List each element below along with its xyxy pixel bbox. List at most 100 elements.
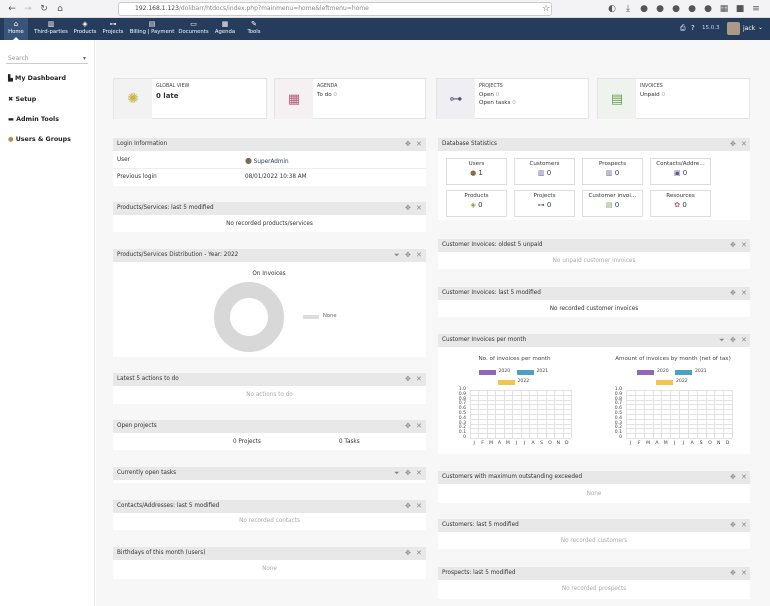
nav-billing[interactable]: ▤ Billing | Payment <box>128 18 176 40</box>
invoices-unpaid[interactable]: Unpaid 0 <box>640 92 665 98</box>
move-icon[interactable]: ✥ <box>730 336 736 344</box>
gridline-v <box>520 390 522 438</box>
close-icon[interactable]: ✕ <box>741 569 747 577</box>
avatar[interactable] <box>727 22 740 35</box>
move-icon[interactable]: ✥ <box>730 241 736 249</box>
chart-invoices-count: No. of invoices per month 2020 2021 2022 1.0… <box>444 354 585 454</box>
agenda-todo-value: 0 <box>333 92 337 98</box>
projects-open-value: 0 <box>495 92 500 98</box>
card-global-view[interactable]: ✺ GLOBAL VIEW 0 late <box>113 78 267 119</box>
gridline-v <box>537 390 539 438</box>
print-icon[interactable]: ⎙ <box>680 24 686 32</box>
nav-tools[interactable]: ✎ Tools <box>243 18 265 40</box>
move-icon[interactable]: ✥ <box>405 140 411 148</box>
close-icon[interactable]: ✕ <box>741 473 747 481</box>
close-icon[interactable]: ✕ <box>416 502 422 510</box>
close-icon[interactable]: ✕ <box>741 289 747 297</box>
projects-open-tasks[interactable]: Open tasks 0 <box>479 100 516 106</box>
back-icon[interactable]: ← <box>8 4 16 14</box>
panel-title: Customers with maximum outstanding excee… <box>438 471 750 484</box>
projects-count: 0 Projects <box>233 439 261 445</box>
close-icon[interactable]: ✕ <box>741 336 747 344</box>
sidebar-item-dashboard[interactable]: ▙ My Dashboard <box>8 75 66 85</box>
y-tick-label: 0.9 <box>614 391 622 397</box>
nav-agenda[interactable]: ▦ Agenda <box>213 18 237 40</box>
sidebar-item-admin-tools[interactable]: ▬ Admin Tools <box>8 116 59 126</box>
bookmark-star-icon[interactable]: ☆ <box>541 4 551 14</box>
stat-tile[interactable]: Projects ⊶ 0 <box>514 190 575 217</box>
extension-icon[interactable]: ● <box>672 4 680 14</box>
extension-icon[interactable]: ● <box>656 4 664 14</box>
user-menu-label[interactable]: jack <box>743 25 756 32</box>
address-bar[interactable]: 192.168.1.123/dolibarr/htdocs/index.php?… <box>118 2 552 16</box>
chevron-down-icon[interactable]: ⌄ <box>758 24 764 31</box>
move-icon[interactable]: ✥ <box>405 469 411 477</box>
move-icon[interactable]: ✥ <box>405 251 411 259</box>
close-icon[interactable]: ✕ <box>741 140 747 148</box>
move-icon[interactable]: ✥ <box>405 375 411 383</box>
filter-icon[interactable]: ⏷ <box>394 251 400 259</box>
x-tick-label: M <box>505 441 510 446</box>
filter-icon[interactable]: ⏷ <box>719 336 725 344</box>
move-icon[interactable]: ✥ <box>405 204 411 212</box>
nav-documents[interactable]: ▭ Documents <box>177 18 210 40</box>
stat-tile[interactable]: Products ◈ 0 <box>446 190 507 217</box>
apps-grid-icon[interactable]: ▦ <box>719 4 729 14</box>
agenda-todo[interactable]: To do 0 <box>317 92 337 98</box>
stat-tile[interactable]: Prospects ▥ 0 <box>582 158 643 185</box>
card-invoices[interactable]: ▤ INVOICES Unpaid 0 <box>597 78 750 119</box>
extension-icon[interactable]: ● <box>704 4 712 14</box>
stat-tile[interactable]: Contacts/Addre… ▣ 0 <box>650 158 711 185</box>
close-icon[interactable]: ✕ <box>741 521 747 529</box>
close-icon[interactable]: ✕ <box>416 469 422 477</box>
user-icon: ● <box>8 136 16 143</box>
sidebar-item-users-groups[interactable]: ● Users & Groups <box>8 136 71 146</box>
empty-message: No recorded customer invoices <box>549 306 639 312</box>
filter-icon[interactable]: ⏷ <box>394 469 400 477</box>
stat-tile[interactable]: Customer invoi… ▤ 0 <box>582 190 643 217</box>
user-link[interactable]: ● SuperAdmin <box>245 156 289 165</box>
reload-icon[interactable]: ↻ <box>40 4 48 14</box>
card-projects[interactable]: ⊶ PROJECTS Open 0 Open tasks 0 <box>436 78 589 119</box>
nav-home[interactable]: ⌂ Home <box>4 18 28 40</box>
help-icon[interactable]: ? <box>691 24 695 32</box>
extension-icon[interactable]: ● <box>688 4 696 14</box>
stat-tile[interactable]: Users ● 1 <box>446 158 507 185</box>
nav-projects[interactable]: ⊶ Projects <box>101 18 125 40</box>
close-icon[interactable]: ✕ <box>416 140 422 148</box>
close-icon[interactable]: ✕ <box>741 241 747 249</box>
close-icon[interactable]: ✕ <box>416 375 422 383</box>
extension-icon[interactable]: ■ <box>735 4 745 14</box>
move-icon[interactable]: ✥ <box>405 422 411 430</box>
url-host: 192.168.1.123 <box>135 5 179 12</box>
gridline-v <box>696 390 698 438</box>
projects-open[interactable]: Open 0 <box>479 92 499 98</box>
nav-third-parties[interactable]: ▥ Third-parties <box>32 18 70 40</box>
stat-tile[interactable]: Resources ✿ 0 <box>650 190 711 217</box>
nav-products[interactable]: ◈ Products <box>72 18 98 40</box>
stat-tile[interactable]: Customers ▥ 0 <box>514 158 575 185</box>
pocket-icon[interactable]: ◐ <box>608 4 616 14</box>
x-tick-label: J <box>524 441 526 446</box>
home-icon[interactable]: ⌂ <box>57 4 63 14</box>
close-icon[interactable]: ✕ <box>416 549 422 557</box>
close-icon[interactable]: ✕ <box>416 251 422 259</box>
extension-icon[interactable]: ● <box>640 4 648 14</box>
sidebar-item-setup[interactable]: ✖ Setup <box>8 96 36 106</box>
card-agenda[interactable]: ▦ AGENDA To do 0 <box>274 78 426 119</box>
move-icon[interactable]: ✥ <box>730 473 736 481</box>
menu-icon[interactable]: ≡ <box>752 4 760 14</box>
move-icon[interactable]: ✥ <box>730 289 736 297</box>
download-icon[interactable]: ⤓ <box>626 4 630 14</box>
forward-icon[interactable]: → <box>24 4 32 14</box>
search-input[interactable]: Search ▾ <box>6 54 88 64</box>
move-icon[interactable]: ✥ <box>405 502 411 510</box>
move-icon[interactable]: ✥ <box>730 521 736 529</box>
close-icon[interactable]: ✕ <box>416 204 422 212</box>
move-icon[interactable]: ✥ <box>405 549 411 557</box>
nav-label: Third-parties <box>34 29 68 35</box>
close-icon[interactable]: ✕ <box>416 422 422 430</box>
move-icon[interactable]: ✥ <box>730 140 736 148</box>
move-icon[interactable]: ✥ <box>730 569 736 577</box>
stat-label: Products <box>464 193 489 199</box>
